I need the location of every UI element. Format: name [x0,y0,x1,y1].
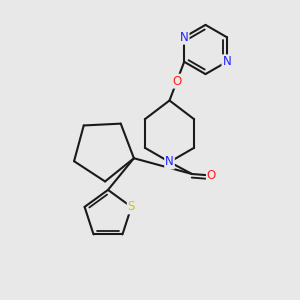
Text: N: N [222,55,231,68]
Text: O: O [172,75,182,88]
Text: N: N [180,31,189,44]
Text: O: O [207,169,216,182]
Text: N: N [165,155,174,169]
Text: S: S [128,200,135,213]
